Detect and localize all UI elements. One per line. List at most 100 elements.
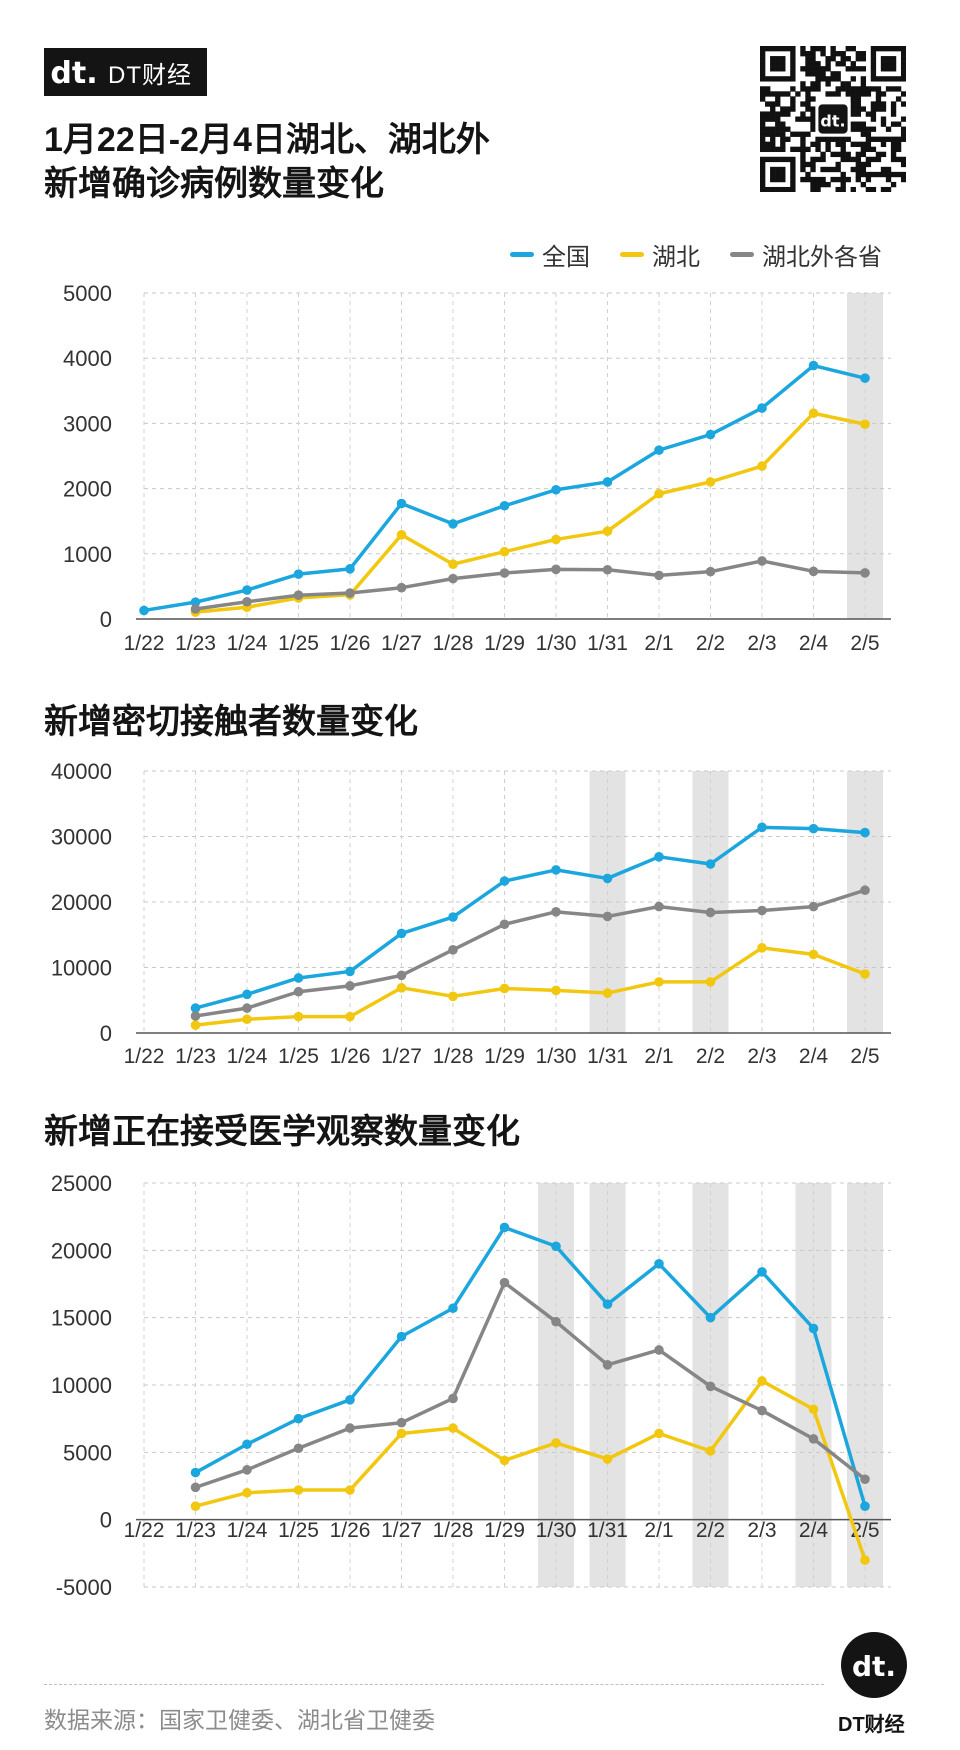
qr-module (895, 146, 902, 153)
dt-logo: dt. DT财经 (44, 48, 207, 96)
qr-module (900, 66, 906, 72)
x-tick-label: 2/5 (850, 632, 879, 655)
qr-module (805, 146, 811, 153)
qr-module (895, 156, 902, 163)
qr-module (760, 181, 766, 188)
qr-module (810, 116, 816, 122)
qr-module (900, 126, 906, 132)
qr-module (775, 131, 781, 137)
qr-module (845, 81, 851, 87)
qr-module (850, 106, 856, 112)
qr-module (850, 66, 856, 72)
qr-module (890, 46, 897, 52)
data-point-national (396, 498, 407, 509)
x-tick-label: 1/29 (484, 1519, 525, 1542)
qr-module (845, 156, 851, 163)
x-tick-label: 1/28 (433, 1519, 474, 1542)
qr-module (770, 156, 776, 163)
qr-module (760, 186, 766, 192)
qr-module (770, 61, 776, 67)
qr-module (840, 51, 846, 57)
qr-module (800, 51, 806, 57)
qr-module (875, 76, 882, 82)
qr-module (810, 96, 816, 102)
qr-module (760, 121, 766, 127)
qr-module (840, 156, 846, 163)
qr-module (840, 186, 846, 192)
qr-module (895, 141, 902, 147)
qr-module (880, 91, 887, 97)
qr-module (765, 46, 771, 52)
qr-module (810, 106, 816, 112)
data-point-national (705, 429, 716, 440)
qr-module (775, 56, 781, 62)
qr-module (840, 81, 846, 87)
x-tick-label: 1/22 (124, 1519, 165, 1542)
data-point-outside (757, 905, 767, 916)
qr-module (870, 111, 877, 117)
data-point-hubei (551, 534, 561, 545)
qr-module (800, 176, 806, 183)
qr-module (775, 66, 781, 72)
qr-module (805, 51, 811, 57)
qr-module (815, 146, 821, 153)
data-point-national (190, 597, 201, 607)
qr-module (875, 156, 882, 163)
data-point-hubei (499, 1455, 510, 1466)
qr-module (845, 136, 851, 142)
qr-module (810, 121, 816, 127)
qr-module (855, 171, 861, 178)
qr-module (855, 121, 861, 127)
data-point-outside (654, 1345, 664, 1355)
qr-module (760, 51, 766, 57)
x-tick-label: 1/24 (227, 1519, 268, 1542)
qr-module (780, 46, 786, 52)
qr-module (870, 186, 877, 192)
qr-module (850, 86, 856, 92)
qr-module (870, 126, 877, 132)
qr-module (900, 131, 906, 137)
qr-module (875, 171, 882, 178)
qr-module (805, 91, 811, 97)
dt-logo-mark-icon: dt. (50, 56, 97, 91)
series-line-national (194, 1225, 867, 1507)
data-point-hubei (654, 1428, 664, 1439)
qr-module (760, 96, 766, 102)
qr-module (805, 61, 811, 67)
data-point-outside (602, 911, 613, 922)
qr-module (765, 131, 771, 137)
x-tick-label: 1/26 (330, 1045, 371, 1068)
data-point-national (860, 373, 870, 383)
data-point-outside (242, 1465, 252, 1475)
qr-module (800, 66, 806, 72)
qr-module (850, 46, 856, 52)
qr-module (825, 91, 831, 97)
qr-module (820, 136, 826, 142)
qr-module (775, 121, 781, 127)
page-title-line2: 新增确诊病例数量变化 (44, 165, 384, 203)
qr-module (780, 111, 786, 117)
qr-module (810, 156, 816, 163)
qr-module (770, 146, 776, 153)
qr-module (780, 126, 786, 132)
qr-module (865, 86, 872, 92)
qr-module (765, 146, 771, 153)
qr-module (835, 61, 841, 67)
qr-module (870, 61, 877, 67)
data-point-outside (551, 1316, 561, 1327)
data-point-national (293, 1413, 304, 1424)
brand-name: DT财经 (108, 61, 192, 89)
data-point-hubei (808, 408, 819, 419)
qr-module (865, 161, 872, 168)
observation-chart-title: 新增正在接受医学观察数量变化 (44, 1113, 520, 1151)
qr-module (855, 106, 861, 112)
qr-module (760, 61, 766, 67)
data-point-national (448, 912, 458, 922)
qr-module (850, 166, 856, 173)
data-point-outside (448, 945, 458, 955)
data-point-hubei (190, 1020, 201, 1030)
qr-module (785, 186, 791, 192)
qr-module (815, 186, 821, 192)
data-point-national (242, 989, 252, 1000)
qr-module (900, 171, 906, 178)
